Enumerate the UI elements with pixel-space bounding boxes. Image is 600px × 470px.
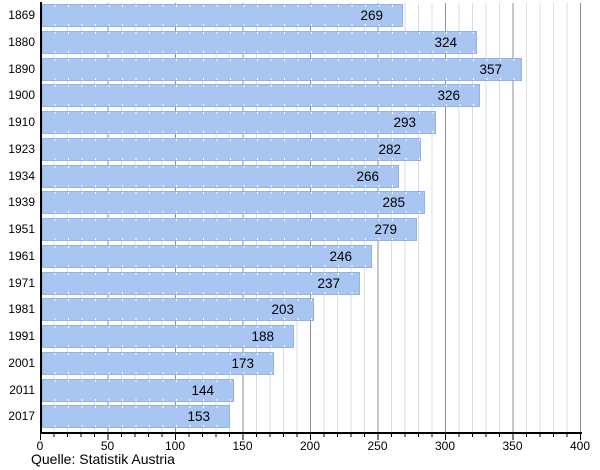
y-tick-label-2017: 2017: [8, 409, 35, 423]
bar-1869: 269: [42, 4, 403, 27]
plot-area: 269 324 357 326 293 282 266 285 279 246 237 203 188 1…: [40, 3, 581, 432]
y-tick-label-1910: 1910: [8, 115, 35, 129]
bar-1991: 188: [42, 325, 294, 348]
y-tick-label-1923: 1923: [8, 142, 35, 156]
bar-1934: 266: [42, 165, 399, 188]
x-tick-label-0: 0: [36, 439, 44, 453]
source-note: Quelle: Statistik Austria: [31, 451, 175, 467]
bar-1961: 246: [42, 245, 372, 268]
y-tick-label-1951: 1951: [8, 222, 35, 236]
y-tick-label-1961: 1961: [8, 249, 35, 263]
bar-2011: 144: [42, 379, 234, 402]
x-tick-label-400: 400: [569, 439, 591, 453]
bar-1951: 279: [42, 218, 417, 241]
y-tick-label-1971: 1971: [8, 276, 35, 290]
bar-value-label-1939: 285: [382, 195, 405, 210]
bar-value-label-2011: 144: [191, 383, 214, 398]
bar-2001: 173: [42, 352, 274, 375]
bar-1939: 285: [42, 191, 425, 214]
bar-value-label-1900: 326: [437, 88, 460, 103]
bar-value-label-1890: 357: [479, 62, 502, 77]
bar-value-label-1923: 282: [378, 142, 401, 157]
x-tick-label-50: 50: [100, 439, 115, 453]
y-tick-label-1869: 1869: [8, 8, 35, 22]
bar-1880: 324: [42, 31, 477, 54]
x-tick-label-350: 350: [502, 439, 523, 453]
x-tick-label-200: 200: [299, 439, 321, 453]
y-tick-label-1900: 1900: [8, 88, 35, 102]
y-tick-label-2011: 2011: [9, 383, 35, 397]
x-tick-label-100: 100: [164, 439, 186, 453]
x-tick-label-250: 250: [367, 439, 388, 453]
bar-value-label-1971: 237: [317, 276, 340, 291]
bar-1900: 326: [42, 84, 480, 107]
x-axis-major-ticks: [40, 434, 581, 440]
bar-value-label-2001: 173: [231, 356, 254, 371]
y-tick-label-1991: 1991: [8, 329, 35, 343]
bar-value-label-1880: 324: [434, 35, 457, 50]
y-axis-line: [40, 2, 42, 434]
x-tick-label-300: 300: [434, 439, 456, 453]
x-tick-label-150: 150: [232, 439, 253, 453]
bar-value-label-2017: 153: [187, 409, 210, 424]
bar-value-label-1869: 269: [360, 8, 383, 23]
y-tick-label-1880: 1880: [8, 35, 35, 49]
bar-value-label-1981: 203: [271, 302, 294, 317]
bar-1910: 293: [42, 111, 436, 134]
bar-1923: 282: [42, 138, 421, 161]
bar-value-label-1991: 188: [251, 329, 274, 344]
bar-2017: 153: [42, 405, 230, 428]
y-tick-label-2001: 2001: [8, 356, 35, 370]
bar-value-label-1961: 246: [329, 249, 352, 264]
bar-1890: 357: [42, 58, 522, 81]
y-tick-label-1981: 1981: [8, 302, 35, 316]
y-tick-label-1934: 1934: [8, 169, 35, 183]
bar-1971: 237: [42, 272, 360, 295]
y-tick-label-1890: 1890: [8, 62, 35, 76]
bar-value-label-1934: 266: [356, 169, 379, 184]
y-tick-label-1939: 1939: [8, 195, 35, 209]
bar-value-label-1951: 279: [374, 222, 397, 237]
bar-1981: 203: [42, 298, 314, 321]
bar-value-label-1910: 293: [393, 115, 416, 130]
x-axis-line: [40, 432, 582, 434]
